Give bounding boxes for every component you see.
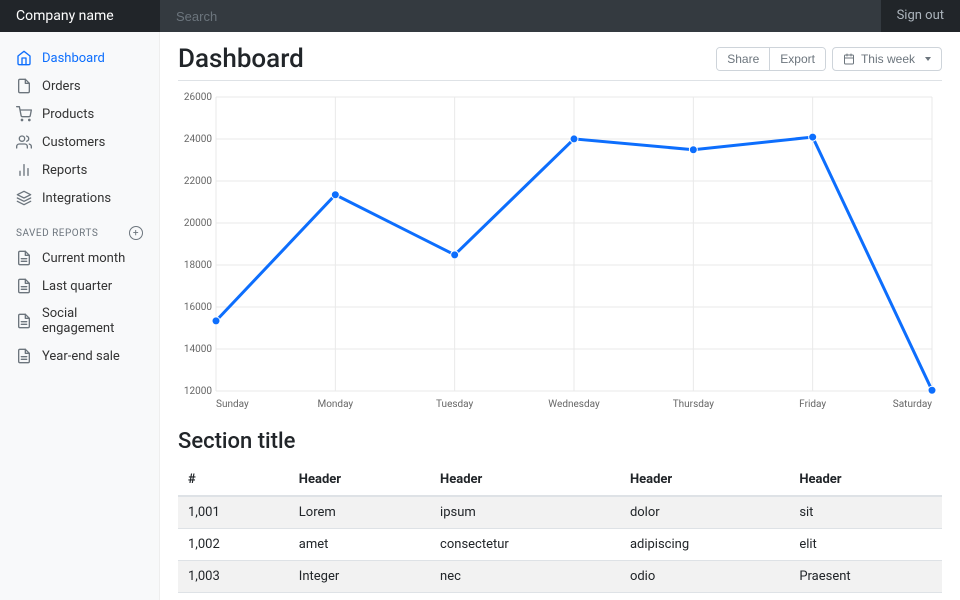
table-cell: libero xyxy=(289,593,430,600)
toolbar: Share Export This week xyxy=(716,47,942,71)
table-cell: 1,003 xyxy=(178,593,289,600)
sign-out-link[interactable]: Sign out xyxy=(881,0,960,32)
table-cell: 1,003 xyxy=(178,561,289,593)
svg-text:12000: 12000 xyxy=(184,386,212,397)
table-cell: dolor xyxy=(620,496,789,529)
export-button[interactable]: Export xyxy=(769,48,825,70)
saved-reports-label: SAVED REPORTS xyxy=(16,228,98,239)
table-header: Header xyxy=(289,464,430,496)
file-text-icon xyxy=(16,348,32,364)
table-row: 1,003IntegernecodioPraesent xyxy=(178,561,942,593)
table-header: Header xyxy=(430,464,620,496)
sidebar-item-label: Products xyxy=(42,107,94,122)
table-row: 1,002ametconsecteturadipiscingelit xyxy=(178,529,942,561)
search-input[interactable] xyxy=(160,0,881,32)
saved-reports-heading: SAVED REPORTS + xyxy=(0,212,159,244)
table-row: 1,001Loremipsumdolorsit xyxy=(178,496,942,529)
share-button[interactable]: Share xyxy=(717,48,769,70)
sidebar-item-label: Social engagement xyxy=(42,306,143,336)
svg-text:16000: 16000 xyxy=(184,302,212,313)
sidebar-item-last-quarter[interactable]: Last quarter xyxy=(0,272,159,300)
svg-text:20000: 20000 xyxy=(184,218,212,229)
layers-icon xyxy=(16,190,32,206)
table-cell: Lorem xyxy=(289,496,430,529)
file-text-icon xyxy=(16,278,32,294)
table-cell: Sed xyxy=(430,593,620,600)
page-title: Dashboard xyxy=(178,44,304,74)
sidebar-item-customers[interactable]: Customers xyxy=(0,128,159,156)
sidebar-item-label: Orders xyxy=(42,79,81,94)
this-week-label: This week xyxy=(861,52,915,66)
file-text-icon xyxy=(16,313,32,329)
table-cell: cursus xyxy=(620,593,789,600)
sidebar: Dashboard Orders Products Customers Repo… xyxy=(0,32,160,600)
sidebar-item-label: Integrations xyxy=(42,191,111,206)
topbar: Company name Sign out xyxy=(0,0,960,32)
table-cell: odio xyxy=(620,561,789,593)
sidebar-item-label: Customers xyxy=(42,135,105,150)
sidebar-item-products[interactable]: Products xyxy=(0,100,159,128)
brand-name[interactable]: Company name xyxy=(0,0,160,32)
sidebar-item-integrations[interactable]: Integrations xyxy=(0,184,159,212)
sidebar-item-year-end-sale[interactable]: Year-end sale xyxy=(0,342,159,370)
svg-text:22000: 22000 xyxy=(184,176,212,187)
table-header: # xyxy=(178,464,289,496)
svg-text:Tuesday: Tuesday xyxy=(436,399,473,410)
sidebar-item-reports[interactable]: Reports xyxy=(0,156,159,184)
table-cell: ipsum xyxy=(430,496,620,529)
main-content: Dashboard Share Export This week 12000 14… xyxy=(160,32,960,600)
this-week-dropdown[interactable]: This week xyxy=(832,47,942,71)
svg-text:Monday: Monday xyxy=(317,399,353,410)
calendar-icon xyxy=(843,53,855,65)
sidebar-item-label: Dashboard xyxy=(42,51,105,66)
sidebar-item-label: Reports xyxy=(42,163,87,178)
users-icon xyxy=(16,134,32,150)
table-cell: ante xyxy=(789,593,942,600)
section-title: Section title xyxy=(178,429,942,454)
svg-text:Thursday: Thursday xyxy=(673,399,715,410)
plus-circle-icon[interactable]: + xyxy=(129,226,143,240)
sidebar-item-label: Current month xyxy=(42,251,125,266)
table-cell: Praesent xyxy=(789,561,942,593)
table-cell: 1,002 xyxy=(178,529,289,561)
sidebar-item-label: Year-end sale xyxy=(42,349,120,364)
file-icon xyxy=(16,78,32,94)
table-cell: adipiscing xyxy=(620,529,789,561)
home-icon xyxy=(16,50,32,66)
share-export-group: Share Export xyxy=(716,47,826,71)
sidebar-item-current-month[interactable]: Current month xyxy=(0,244,159,272)
cart-icon xyxy=(16,106,32,122)
svg-text:24000: 24000 xyxy=(184,134,212,145)
line-chart: 12000 14000 16000 18000 20000 22000 24000 26000… xyxy=(178,91,942,411)
bar-chart-icon xyxy=(16,162,32,178)
svg-text:Wednesday: Wednesday xyxy=(548,399,600,410)
table-cell: amet xyxy=(289,529,430,561)
table-cell: sit xyxy=(789,496,942,529)
table-cell: Integer xyxy=(289,561,430,593)
sidebar-item-social-engagement[interactable]: Social engagement xyxy=(0,300,159,342)
table-header: Header xyxy=(789,464,942,496)
svg-text:Friday: Friday xyxy=(799,399,826,410)
svg-text:Saturday: Saturday xyxy=(893,399,932,410)
data-table: #HeaderHeaderHeaderHeader 1,001Loremipsu… xyxy=(178,464,942,600)
sidebar-item-dashboard[interactable]: Dashboard xyxy=(0,44,159,72)
svg-text:18000: 18000 xyxy=(184,260,212,271)
table-cell: 1,001 xyxy=(178,496,289,529)
svg-text:Sunday: Sunday xyxy=(216,399,249,410)
sidebar-item-orders[interactable]: Orders xyxy=(0,72,159,100)
table-cell: nec xyxy=(430,561,620,593)
sidebar-item-label: Last quarter xyxy=(42,279,112,294)
table-row: 1,003liberoSedcursusante xyxy=(178,593,942,600)
svg-text:14000: 14000 xyxy=(184,344,212,355)
table-header: Header xyxy=(620,464,789,496)
table-cell: consectetur xyxy=(430,529,620,561)
svg-text:26000: 26000 xyxy=(184,92,212,103)
file-text-icon xyxy=(16,250,32,266)
table-cell: elit xyxy=(789,529,942,561)
